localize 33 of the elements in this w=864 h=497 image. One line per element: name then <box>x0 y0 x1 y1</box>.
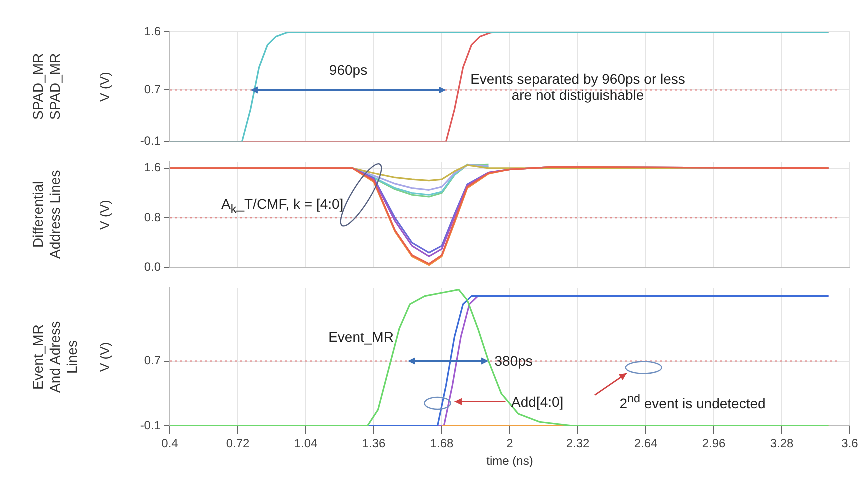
y-tick-label: 1.6 <box>144 160 162 175</box>
annotation: Events separated by 960ps or less are not distiguishable <box>470 71 686 103</box>
y-tick-label: 0.8 <box>144 210 162 224</box>
y-axis-title: V (V) <box>97 200 112 230</box>
y-tick-label: 1.6 <box>144 24 162 39</box>
y-axis-title: V (V) <box>97 72 112 102</box>
x-tick-label: 3.28 <box>770 436 794 451</box>
text: SPAD_MR SPAD_MR <box>30 52 64 122</box>
x-tick-label: 2.32 <box>566 436 590 451</box>
x-tick-label: 1.36 <box>362 436 386 451</box>
annotation: 2$^{nd}$ event is undetected <box>620 392 766 412</box>
y-axis-title: V (V) <box>97 342 112 372</box>
y-tick-label: -0.1 <box>140 418 162 433</box>
annotation: Add[4:0] <box>512 394 564 410</box>
text: Differential Address Lines <box>30 170 64 262</box>
x-tick-label: 2.64 <box>634 436 658 451</box>
y-tick-label: -0.1 <box>140 134 162 148</box>
y-tick-label: 0.0 <box>144 260 162 274</box>
x-tick-label: 1.04 <box>294 436 318 451</box>
annotation: Event_MR <box>328 328 394 345</box>
x-tick-label: 2 <box>506 436 514 451</box>
annotation: A$_{k}$_T/CMF, k = [4:0] <box>222 196 344 216</box>
y-tick-label: 0.7 <box>144 82 162 97</box>
x-tick-label: 2.96 <box>702 436 726 451</box>
annotation: 960ps <box>329 62 368 78</box>
annotation: 380ps <box>494 353 533 370</box>
text: Event_MR And Adress Lines <box>30 320 81 395</box>
x-tick-label: 1.68 <box>430 436 454 451</box>
x-tick-label: 0.4 <box>162 436 179 451</box>
x-tick-label: 3.6 <box>842 436 859 451</box>
x-axis-title: time (ns) <box>486 454 534 468</box>
y-tick-label: 0.7 <box>144 354 162 368</box>
x-tick-label: 0.72 <box>226 436 250 451</box>
